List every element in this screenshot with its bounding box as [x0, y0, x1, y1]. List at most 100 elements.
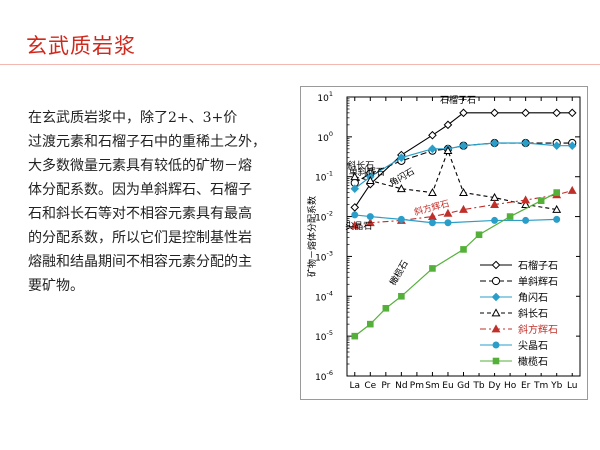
legend-marker-plagioclase — [491, 308, 501, 317]
x-tick-label: Ce — [364, 381, 376, 391]
data-point-hornblende — [552, 141, 562, 151]
data-point-garnet — [490, 108, 499, 118]
paragraph-line: 熔融和结晶期间不相容元素分配的主 — [28, 254, 252, 270]
paragraph-line: 在玄武质岩浆中，除了2+、3+价 — [28, 110, 238, 126]
data-point-hornblende — [567, 141, 577, 151]
data-point-plagioclase — [427, 187, 437, 196]
legend-label-opx: 斜方辉石 — [518, 323, 558, 336]
partition-coefficient-chart: 101 100 10-1 10-2 10-3 10-4 10-5 10-6 La Ce Pr Nd Pm… — [300, 86, 588, 400]
paragraph-line: 石和斜长石等对不相容元素具有最高 — [28, 206, 252, 222]
data-point-spinel — [491, 216, 499, 224]
data-point-opx — [567, 185, 577, 194]
series-annotation-spinel: 尖晶石 — [345, 220, 372, 232]
data-point-hornblende — [350, 184, 360, 194]
paragraph-line: 的分配系数，所以它们是控制基性岩 — [28, 230, 252, 246]
series-line-hornblende — [354, 142, 573, 190]
data-point-plagioclase — [350, 172, 360, 181]
data-point-olivine — [429, 265, 436, 272]
legend-marker-cpx — [491, 276, 501, 286]
legend-label-cpx: 单斜辉石 — [518, 275, 558, 288]
series-annotation-olivine: 橄榄石 — [387, 258, 411, 287]
title-divider — [0, 64, 600, 65]
data-point-olivine — [351, 332, 359, 340]
body-paragraph: 在玄武质岩浆中，除了2+、3+价 过渡元素和石榴子石中的重稀土之外， 大多数微量… — [28, 106, 308, 298]
data-point-hornblende — [490, 138, 499, 148]
data-point-olivine — [398, 292, 405, 300]
legend-marker-spinel — [492, 341, 500, 349]
y-tick-label: 10-4 — [315, 289, 333, 303]
data-point-olivine — [506, 213, 514, 220]
data-point-olivine — [460, 246, 467, 253]
data-point-olivine — [367, 320, 374, 328]
data-point-garnet — [521, 108, 530, 118]
data-point-spinel — [397, 215, 405, 223]
data-point-plagioclase — [365, 175, 375, 184]
data-point-opx — [365, 218, 375, 227]
legend-label-hornblende: 角闪石 — [518, 291, 548, 304]
y-tick-label: 100 — [317, 130, 333, 144]
data-point-olivine — [475, 231, 483, 239]
series-line-olivine — [354, 192, 557, 337]
x-tick-label: La — [350, 381, 361, 391]
data-point-opx — [443, 208, 453, 217]
y-tick-label: 10-1 — [315, 170, 333, 184]
data-point-hornblende — [459, 141, 468, 151]
data-point-olivine — [553, 189, 560, 196]
data-point-spinel — [351, 211, 359, 219]
series-line-opx — [354, 190, 573, 226]
x-tick-label: Er — [521, 381, 531, 391]
data-point-garnet — [567, 108, 577, 118]
data-point-garnet — [428, 130, 437, 140]
x-tick-label: Ho — [504, 381, 517, 391]
data-point-plagioclase — [552, 204, 562, 213]
slide-title: 玄武质岩浆 — [26, 34, 136, 58]
x-tick-label: Sm — [425, 381, 439, 391]
legend-label-olivine: 橄榄石 — [518, 355, 548, 368]
series-annotation-garnet: 石榴子石 — [440, 94, 476, 106]
data-point-hornblende — [521, 138, 530, 148]
series-annotation-cpx: 单斜辉石 — [349, 166, 385, 178]
data-point-plagioclase — [396, 184, 406, 193]
data-point-plagioclase — [459, 187, 468, 196]
data-point-opx — [350, 220, 360, 229]
paragraph-line: 大多数微量元素具有较低的矿物－熔 — [28, 158, 252, 174]
data-point-olivine — [537, 197, 545, 205]
legend-marker-opx — [491, 324, 501, 333]
series-annotation-plagioclase: 斜长石 — [347, 160, 374, 172]
x-tick-label: Yb — [550, 381, 562, 391]
paragraph-line: 体分配系数。因为单斜辉石、石榴子 — [28, 182, 252, 198]
data-point-olivine — [382, 304, 390, 312]
data-point-hornblende — [397, 153, 406, 163]
data-point-spinel — [444, 219, 452, 227]
legend-marker-hornblende — [491, 292, 501, 302]
data-point-garnet — [552, 108, 562, 118]
y-axis-label: 矿物－熔体分配系数 — [306, 196, 318, 277]
x-tick-label: Gd — [457, 381, 470, 391]
legend-marker-garnet — [491, 260, 501, 270]
x-tick-label: Eu — [442, 381, 453, 391]
data-point-garnet — [350, 203, 360, 212]
legend-label-spinel: 尖晶石 — [518, 339, 548, 352]
data-point-garnet — [443, 120, 453, 130]
y-tick-label: 101 — [317, 90, 333, 104]
series-line-garnet — [354, 112, 573, 208]
series-line-cpx — [354, 142, 573, 184]
data-point-spinel — [366, 213, 374, 221]
y-tick-label: 10-5 — [315, 329, 333, 343]
data-point-opx — [490, 199, 500, 208]
data-point-plagioclase — [521, 199, 531, 208]
paragraph-line: 要矿物。 — [28, 278, 84, 294]
data-point-opx — [459, 204, 468, 213]
data-point-hornblende — [428, 144, 437, 154]
data-point-spinel — [428, 219, 436, 227]
legend-label-garnet: 石榴子石 — [518, 259, 558, 272]
data-point-spinel — [553, 215, 561, 223]
legend-label-plagioclase: 斜长石 — [518, 307, 548, 320]
x-tick-label: Tm — [533, 381, 548, 391]
x-tick-label: Lu — [567, 381, 578, 391]
y-tick-label: 10-6 — [315, 369, 333, 383]
paragraph-line: 过渡元素和石榴子石中的重稀土之外， — [28, 134, 266, 150]
x-tick-label: Pm — [410, 381, 424, 391]
